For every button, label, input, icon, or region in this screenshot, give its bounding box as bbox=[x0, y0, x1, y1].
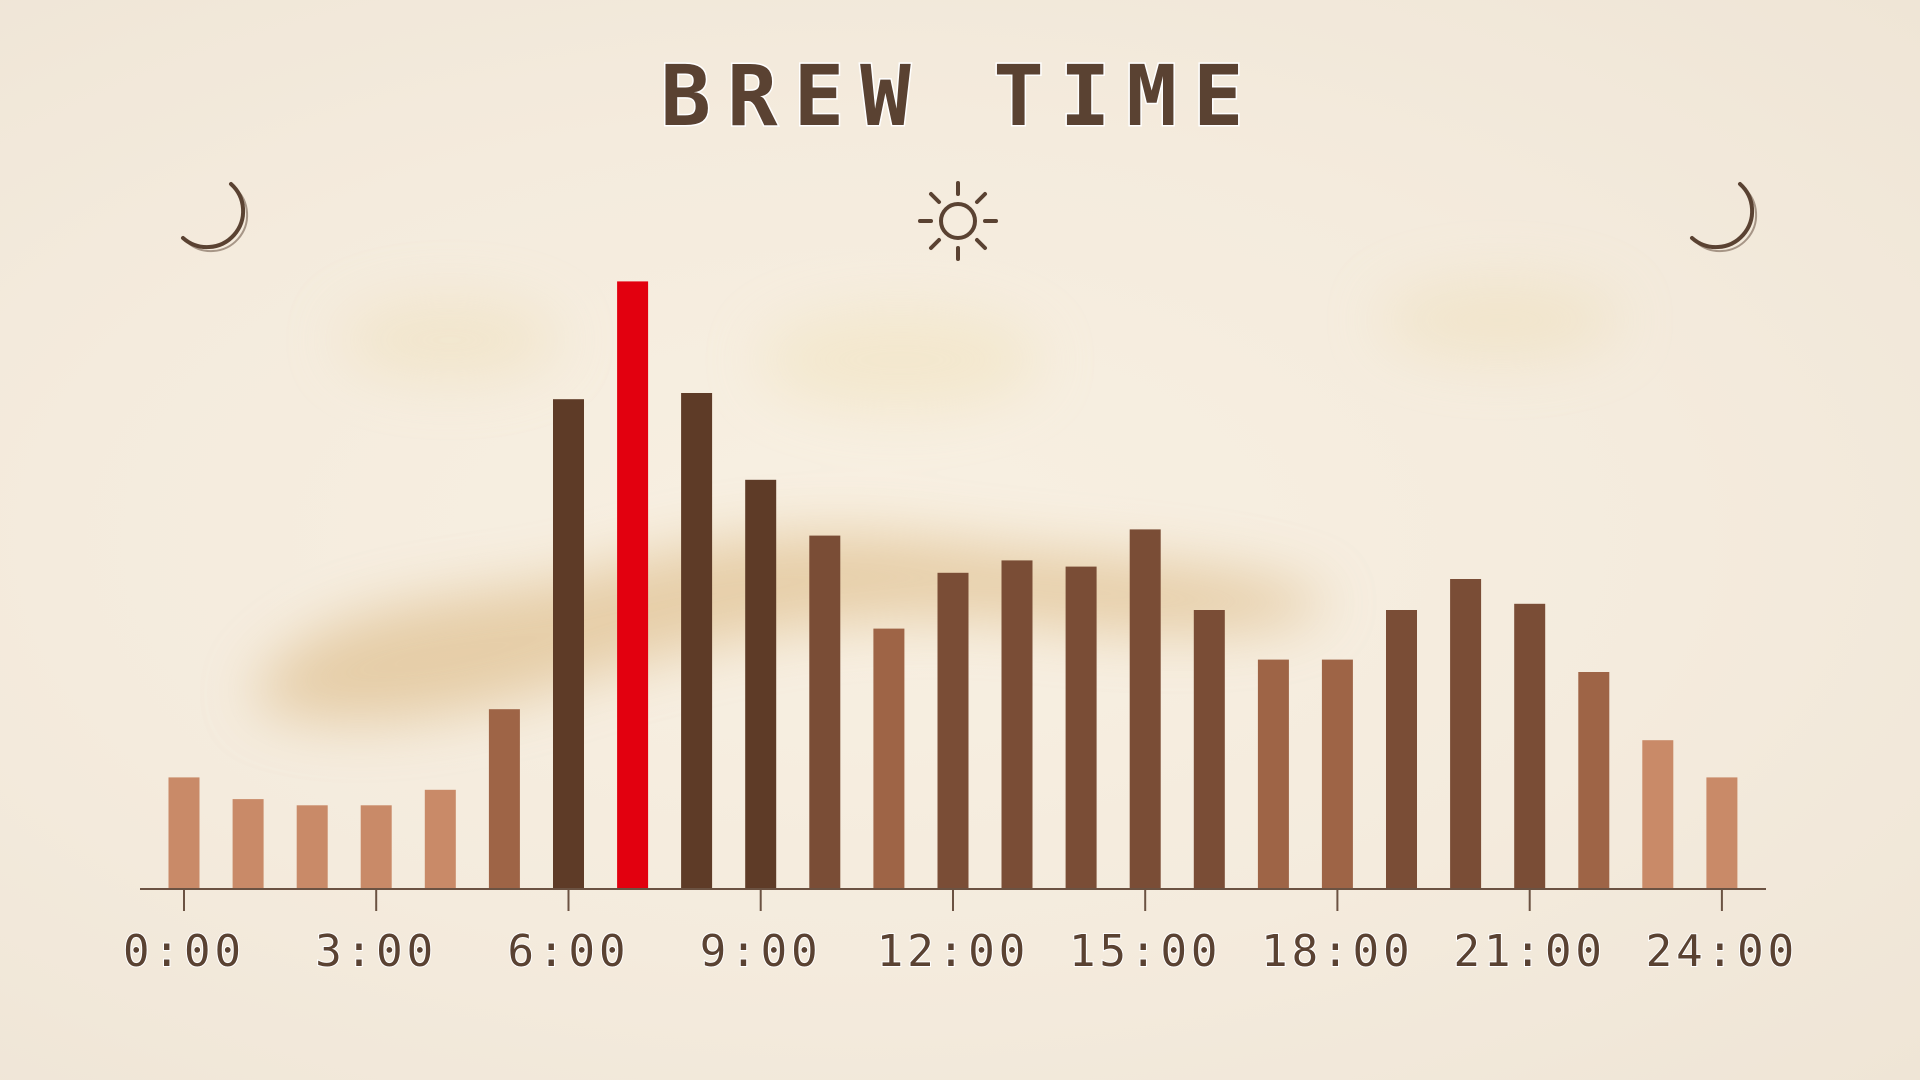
bar bbox=[1001, 560, 1033, 889]
bar bbox=[937, 572, 969, 889]
x-tick-label: 6:00 bbox=[508, 926, 630, 977]
bar bbox=[296, 805, 328, 889]
chart-title: BREW TIME bbox=[660, 47, 1259, 145]
bar bbox=[873, 628, 905, 889]
bar bbox=[1386, 610, 1417, 889]
bar-highlight bbox=[617, 281, 649, 889]
x-tick-label: 24:00 bbox=[1646, 926, 1798, 977]
bar bbox=[1129, 529, 1161, 889]
moon-icon bbox=[181, 182, 249, 253]
x-tick-label: 15:00 bbox=[1069, 926, 1221, 977]
bar bbox=[745, 479, 777, 889]
bar bbox=[1514, 603, 1546, 889]
x-tick-label: 12:00 bbox=[877, 926, 1029, 977]
bar bbox=[360, 805, 392, 889]
bar bbox=[1578, 672, 1610, 889]
bar bbox=[553, 399, 584, 889]
bar bbox=[1450, 579, 1482, 889]
bar bbox=[168, 777, 200, 889]
bar bbox=[232, 799, 264, 889]
sun-icon bbox=[918, 181, 998, 261]
x-tick-label: 3:00 bbox=[315, 926, 437, 977]
bar bbox=[1065, 566, 1097, 889]
moon-icon bbox=[1690, 182, 1758, 253]
bar bbox=[1193, 610, 1225, 889]
bar bbox=[809, 535, 841, 889]
bar bbox=[681, 393, 713, 889]
x-tick-label: 9:00 bbox=[700, 926, 822, 977]
bars-group bbox=[168, 281, 1738, 889]
x-tick-label: 0:00 bbox=[123, 926, 245, 977]
background-blur bbox=[250, 280, 1620, 723]
x-tick-label: 18:00 bbox=[1261, 926, 1413, 977]
bar bbox=[488, 709, 520, 889]
bar bbox=[1321, 659, 1353, 889]
x-tick-label: 21:00 bbox=[1453, 926, 1605, 977]
x-ticks-group: 0:00 3:00 6:00 9:00 12:00 15:00 18:00 21:00 24:0… bbox=[122, 889, 1798, 978]
bar bbox=[1706, 777, 1738, 889]
bar bbox=[1257, 659, 1289, 889]
bar bbox=[424, 789, 456, 889]
bar bbox=[1642, 740, 1674, 889]
